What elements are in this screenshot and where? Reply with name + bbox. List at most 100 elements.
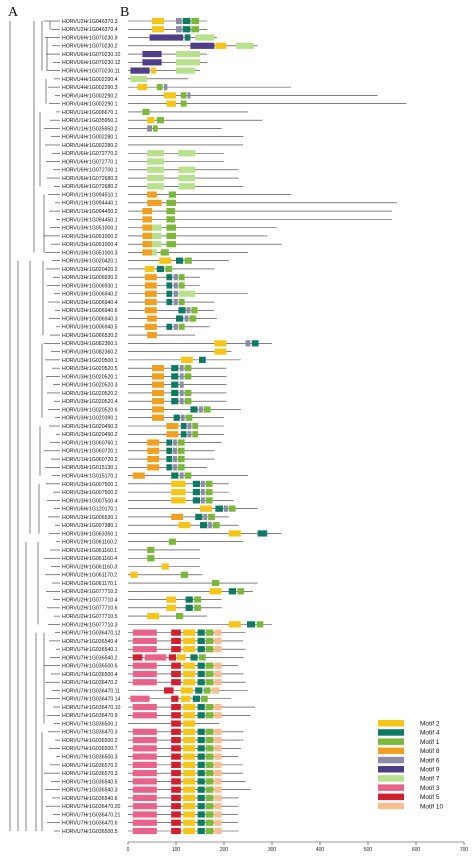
gene-label: HORVU6Hr1G070230.2 <box>62 44 118 50</box>
motif-box <box>177 464 185 471</box>
legend-swatch <box>378 720 404 727</box>
motif-box <box>180 100 187 107</box>
motif-box <box>166 323 173 330</box>
motif-box <box>205 803 214 810</box>
motif-box <box>132 827 157 835</box>
gene-label: HORVU7Hr1G036540.6 <box>62 796 118 802</box>
motif-box <box>192 422 199 430</box>
motif-box <box>194 596 201 603</box>
motif-box <box>178 174 196 182</box>
motif-box <box>171 646 181 653</box>
motif-box <box>132 794 157 802</box>
gene-label: HORVU1Hr1G060760.1 <box>62 440 118 446</box>
motif-box <box>147 199 162 206</box>
motif-box <box>171 720 181 727</box>
motif-box <box>192 497 200 504</box>
gene-label: HORVU4Hr1G002280.1 <box>62 135 118 141</box>
motif-box <box>166 216 176 223</box>
motif-box <box>178 307 186 314</box>
motif-box <box>166 455 173 463</box>
motif-box <box>184 472 192 479</box>
motif-box <box>203 687 211 694</box>
motif-box <box>171 827 181 835</box>
motif-box <box>173 414 180 421</box>
motif-box <box>228 505 236 512</box>
gene-label: HORVU6Hr1G072680.3 <box>62 176 118 182</box>
motif-box <box>197 770 205 777</box>
gene-label: HORVU3Hr1G006530.1 <box>62 515 118 521</box>
motif-box <box>184 398 192 405</box>
motif-box <box>183 745 196 752</box>
motif-box <box>147 117 155 124</box>
motif-box <box>130 695 150 702</box>
motif-box <box>171 637 181 644</box>
gene-label: HORVU7Hr1G036470.11 <box>62 688 120 694</box>
gene-label: HORVU3Hr1G066530.2 <box>62 333 118 339</box>
motif-box <box>205 662 214 669</box>
motif-box <box>173 298 178 306</box>
legend-swatch <box>378 747 404 755</box>
gene-label: HORVU1Hr1G094450.2 <box>62 209 118 215</box>
gene-label: HORVU3Hr1G051000.3 <box>62 250 118 256</box>
motif-box <box>180 356 193 363</box>
length-axis: 0 100 200 300 400 500 600 700 <box>127 841 468 853</box>
gene-label: HORVU3Hr1G020520.5 <box>62 366 118 372</box>
motif-box <box>197 745 205 752</box>
gene-label: HORVU6Hr1G072700.1 <box>62 168 118 174</box>
motif-box <box>183 728 196 735</box>
motif-box <box>178 323 185 330</box>
motif-box <box>184 315 189 322</box>
motif-box <box>144 298 157 306</box>
motif-box <box>171 670 181 678</box>
gene-label: HORVU3Hr1G020490.3 <box>62 424 118 430</box>
motif-box <box>168 654 176 661</box>
gene-label: HORVU3Hr1G082360.1 <box>62 341 118 347</box>
motif-box <box>197 827 205 835</box>
motif-box <box>224 505 228 512</box>
motif-box <box>171 728 181 735</box>
gene-label: HORVU3Hr1G020490.2 <box>62 432 118 438</box>
motif-box <box>171 373 179 380</box>
motif-box <box>205 480 213 487</box>
motif-box <box>179 472 184 479</box>
motif-box <box>195 34 215 41</box>
motif-box <box>183 803 196 810</box>
motif-box <box>177 455 185 463</box>
motif-box <box>200 489 205 496</box>
gene-label: HORVU6Hr1G070230.10 <box>62 52 121 58</box>
legend-label: Motif 6 <box>420 757 440 764</box>
motif-box <box>160 249 169 256</box>
motif-box <box>183 819 196 826</box>
gene-label: HORVU6Hr1G070230.9 <box>62 35 118 41</box>
motif-box <box>192 489 200 496</box>
motif-box <box>183 703 196 711</box>
motif-box <box>166 224 176 231</box>
motif-box <box>212 687 220 694</box>
legend-swatch <box>378 738 404 745</box>
motif-box <box>178 183 196 190</box>
motif-box <box>171 629 181 636</box>
motif-box <box>205 770 214 777</box>
gene-label: HORVU4Hr1G002290.3 <box>62 85 118 91</box>
motif-box <box>205 819 214 826</box>
motif-box <box>159 257 172 264</box>
motif-box <box>214 703 222 711</box>
gene-label: HORVU3Hr1G020420.1 <box>62 259 118 265</box>
motif-box <box>132 637 157 644</box>
motif-box <box>166 282 173 289</box>
motif-box <box>142 208 152 215</box>
motif-box <box>183 761 196 768</box>
motif-box <box>205 728 214 735</box>
motif-box <box>192 480 200 487</box>
motif-box <box>215 42 227 49</box>
motif-box <box>197 819 205 826</box>
motif-box <box>166 422 179 430</box>
gene-label: HORVU7Hr1G036470.10 <box>62 705 121 711</box>
gene-label: HORVU3Hr1G082360.2 <box>62 350 118 356</box>
legend-label: Motif 4 <box>420 730 440 737</box>
motif-box <box>228 588 236 595</box>
motif-box <box>132 745 157 752</box>
gene-label: HORVU6Hr1G072770.1 <box>62 159 118 165</box>
motif-box <box>180 687 193 694</box>
gene-label: HORVU3Hr1G006940.3 <box>62 316 118 322</box>
